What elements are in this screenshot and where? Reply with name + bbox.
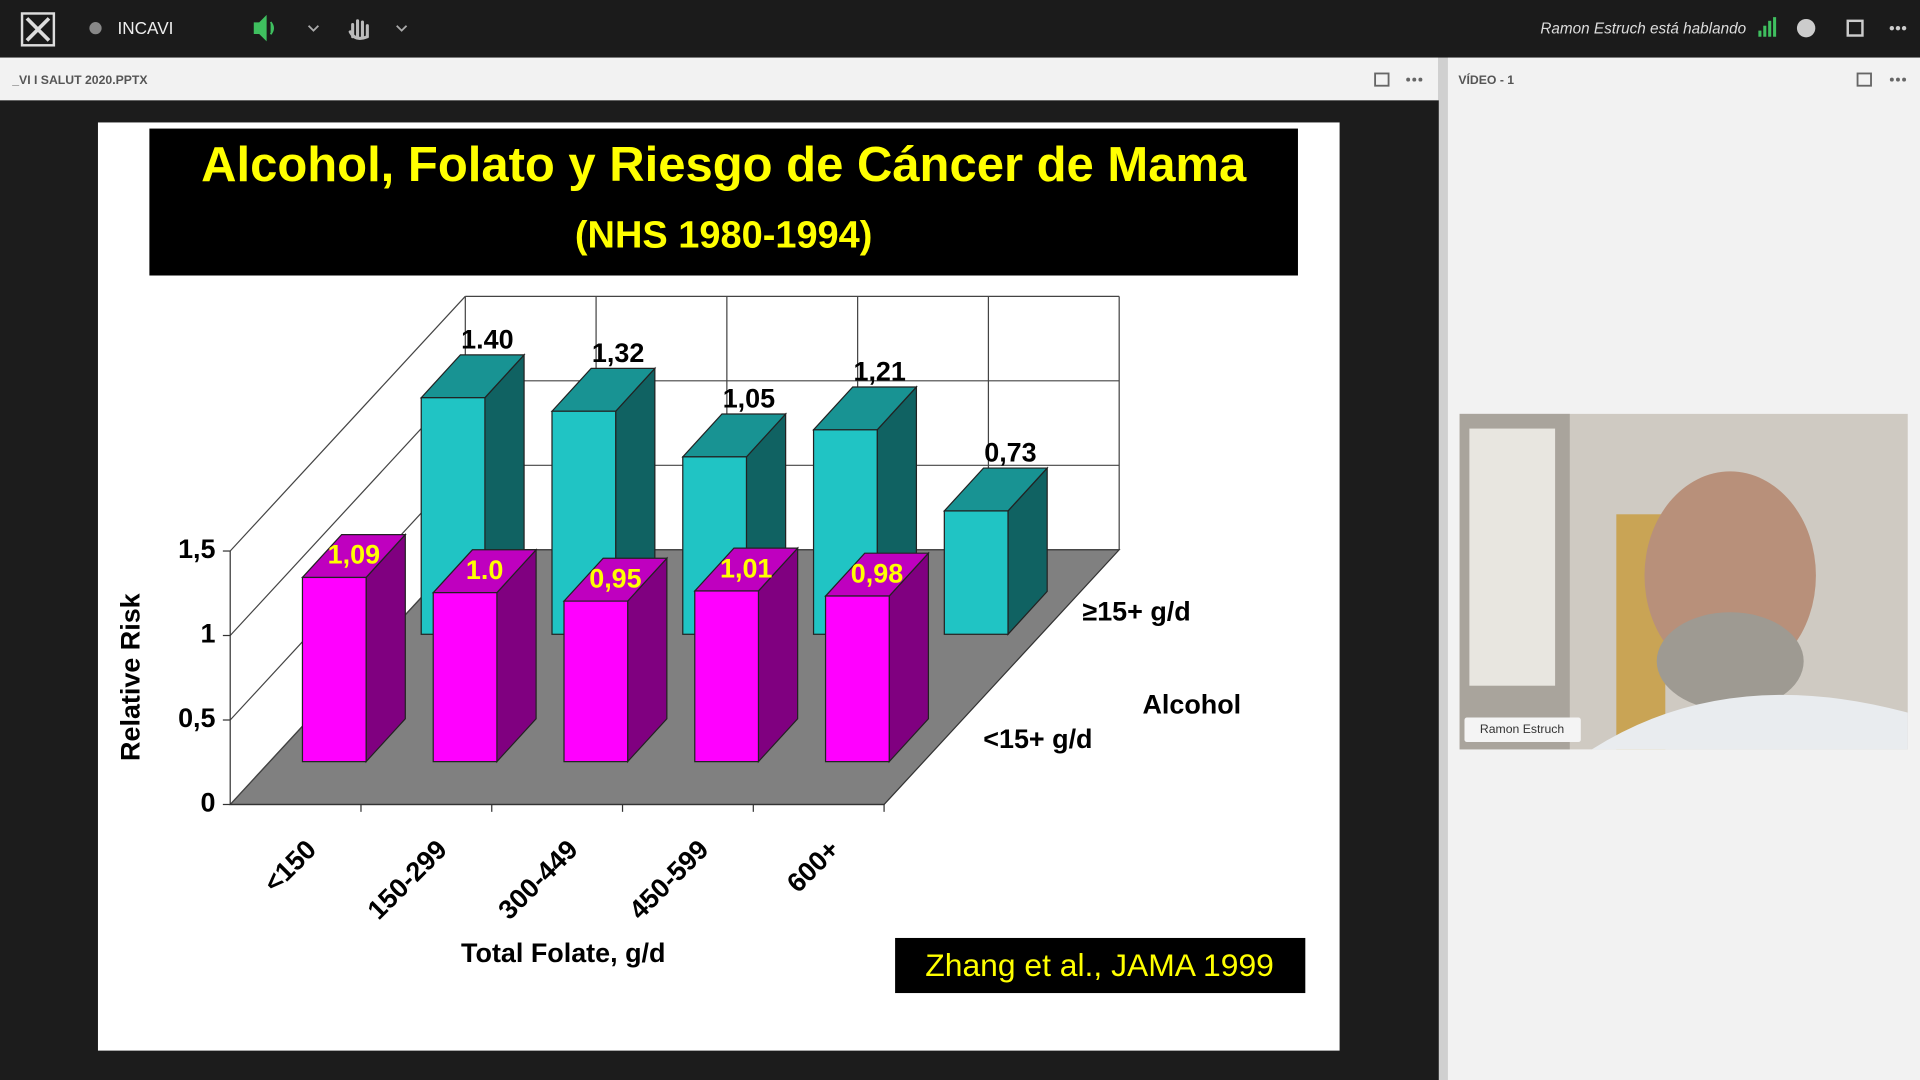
bar-front xyxy=(824,595,890,763)
participant-name: Ramon Estruch xyxy=(1480,722,1565,736)
share-pod-title: _VI I SALUT 2020.PPTX xyxy=(11,73,148,87)
beard xyxy=(1656,612,1804,711)
legend-label: <15+ g/d xyxy=(983,724,1092,754)
slide-title-box xyxy=(149,128,1298,276)
participant-label-bg xyxy=(1464,717,1581,743)
pod-options[interactable] xyxy=(1406,77,1423,82)
signal-icon xyxy=(1758,17,1777,37)
bar xyxy=(431,548,538,764)
bar xyxy=(942,466,1049,636)
dot xyxy=(1889,25,1895,31)
chart: 00,511,5<150 150-299 300-449 450-599 600+1.4… xyxy=(115,295,1241,968)
dot xyxy=(1901,25,1907,31)
value-label: 1,01 xyxy=(720,553,772,583)
signal-bar xyxy=(1758,30,1762,37)
value-label: 1.0 xyxy=(466,555,503,585)
bar xyxy=(562,556,669,764)
chart-subtitle: (NHS 1980-1994) xyxy=(574,213,873,256)
grid-line xyxy=(229,295,466,552)
y-tick-label: 1,5 xyxy=(178,534,215,564)
raise-hand-button[interactable] xyxy=(348,19,369,40)
dot xyxy=(1902,77,1907,82)
pod-fullscreen[interactable] xyxy=(1374,72,1390,87)
bar-front xyxy=(694,590,760,763)
pod-fullscreen[interactable] xyxy=(1856,72,1872,87)
value-label: 1,21 xyxy=(853,357,905,387)
pod-divider xyxy=(1438,57,1448,1080)
value-label: 1,09 xyxy=(328,540,380,570)
help-button[interactable] xyxy=(1796,18,1816,38)
dot xyxy=(1406,77,1411,82)
dot xyxy=(1418,77,1423,82)
y-tick-label: 1 xyxy=(201,619,216,649)
notice-board xyxy=(1469,428,1556,686)
value-label: 0,95 xyxy=(589,563,641,593)
bar-front xyxy=(943,510,1009,635)
bar-front xyxy=(432,592,498,763)
more-button[interactable] xyxy=(1889,25,1907,31)
x-axis-title: Total Folate, g/d xyxy=(461,938,665,968)
status-menu[interactable] xyxy=(396,25,408,32)
value-label: 1.40 xyxy=(461,324,513,354)
fullscreen-button[interactable] xyxy=(1846,19,1864,37)
signal-bar xyxy=(1773,17,1777,37)
bar xyxy=(824,551,930,764)
citation-box xyxy=(895,937,1306,994)
dot xyxy=(1412,77,1417,82)
top-bar xyxy=(0,0,1920,58)
icon-frame xyxy=(20,12,56,47)
icon-glyph xyxy=(25,17,51,42)
bar-front xyxy=(563,600,629,763)
signal-bar xyxy=(1768,20,1772,37)
video-pod-title: VÍDEO - 1 xyxy=(1458,72,1514,87)
pod-options[interactable] xyxy=(1889,77,1907,82)
dot xyxy=(1896,77,1900,82)
bar xyxy=(550,366,657,636)
meeting-name: INCAVI xyxy=(118,18,174,38)
bar-front xyxy=(301,576,367,763)
value-label: 0,98 xyxy=(851,558,903,588)
dot xyxy=(1895,25,1901,31)
value-label: 1,05 xyxy=(723,384,775,414)
y-axis-title: Relative Risk xyxy=(115,593,145,761)
shirt xyxy=(1591,694,1908,750)
audio-menu[interactable] xyxy=(307,25,320,32)
citation: Zhang et al., JAMA 1999 xyxy=(925,947,1274,983)
value-label: 1,32 xyxy=(592,338,644,368)
speaking-status: Ramon Estruch está hablando xyxy=(1540,20,1746,37)
y-tick-label: 0 xyxy=(201,788,216,818)
slide-title-area: Alcohol, Folato y Riesgo de Cáncer de Ma… xyxy=(201,138,1247,256)
y-tick-label: 0,5 xyxy=(178,703,215,733)
signal-bar xyxy=(1763,25,1767,37)
chart-title: Alcohol, Folato y Riesgo de Cáncer de Ma… xyxy=(201,138,1247,193)
app-menu-icon[interactable] xyxy=(20,12,56,47)
share-pod-header xyxy=(0,57,1439,101)
legend-label: ≥15+ g/d xyxy=(1082,597,1190,627)
value-label: 0,73 xyxy=(984,438,1036,468)
bar xyxy=(301,533,407,764)
legend-title: Alcohol xyxy=(1142,690,1241,720)
dot xyxy=(1889,77,1894,82)
video-feed xyxy=(1459,413,1908,750)
status-dot xyxy=(89,22,102,35)
audio-button[interactable] xyxy=(253,14,274,42)
bar xyxy=(693,546,800,764)
